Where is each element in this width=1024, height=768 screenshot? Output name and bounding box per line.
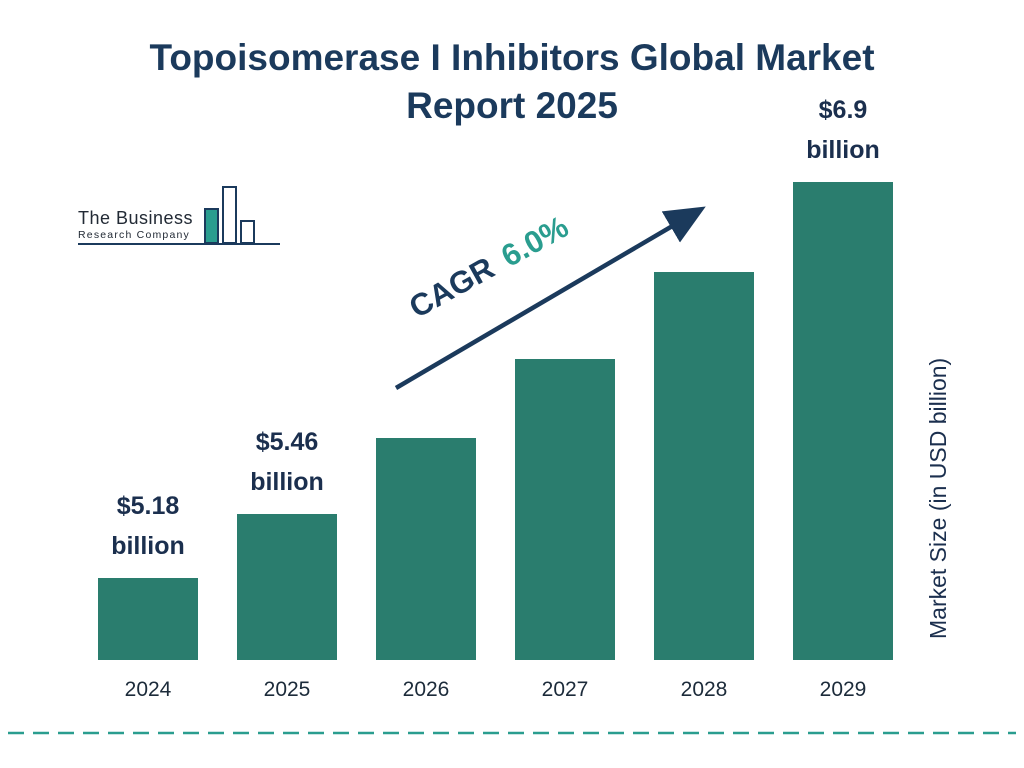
- bar-value-unit: billion: [250, 468, 324, 496]
- logo-name-line2: Research Company: [78, 229, 190, 241]
- bottom-dashed-line: [8, 731, 1016, 735]
- year-label: 2026: [402, 678, 450, 701]
- bar-column: $5.18 billion 2024: [98, 486, 198, 701]
- bar-value-label: $6.9 billion: [806, 90, 880, 170]
- bar-column: $6.9 billion 2029: [793, 90, 893, 701]
- bar-value-label: $5.46 billion: [250, 422, 324, 502]
- bar: [376, 438, 476, 660]
- year-label: 2024: [124, 678, 172, 701]
- page-title-line2: Report 2025: [406, 85, 618, 127]
- page-title-line1: Topoisomerase I Inhibitors Global Market: [149, 37, 875, 78]
- bar-value-amount: $6.9: [818, 96, 868, 124]
- bar: [515, 359, 615, 660]
- company-logo: The Business Research Company: [78, 183, 280, 245]
- bar: [793, 182, 893, 660]
- bar: [98, 578, 198, 660]
- bar-column: 2028: [654, 272, 754, 701]
- year-label: 2025: [263, 678, 311, 701]
- bar-value-amount: $5.46: [255, 428, 319, 456]
- bar: [654, 272, 754, 660]
- chart-bars: $5.18 billion 2024 $5.46 billion 2025 2026 2027…: [98, 90, 893, 701]
- page-title: Topoisomerase I Inhibitors Global Market…: [82, 34, 942, 130]
- bar-value-unit: billion: [111, 532, 185, 560]
- bar-column: 2026: [376, 438, 476, 701]
- bar-value-label: $5.18 billion: [111, 486, 185, 566]
- bar-column: 2027: [515, 359, 615, 701]
- bar-value-amount: $5.18: [116, 492, 180, 520]
- year-label: 2027: [541, 678, 589, 701]
- bar-chart-logo-icon: [204, 186, 256, 243]
- company-logo-text: The Business Research Company: [78, 208, 193, 243]
- bar-column: $5.46 billion 2025: [237, 422, 337, 701]
- year-label: 2029: [819, 678, 867, 701]
- bar-value-unit: billion: [806, 136, 880, 164]
- year-label: 2028: [680, 678, 728, 701]
- y-axis-label: Market Size (in USD billion): [925, 357, 951, 639]
- logo-name-line1: The Business: [78, 208, 194, 228]
- bar: [237, 514, 337, 660]
